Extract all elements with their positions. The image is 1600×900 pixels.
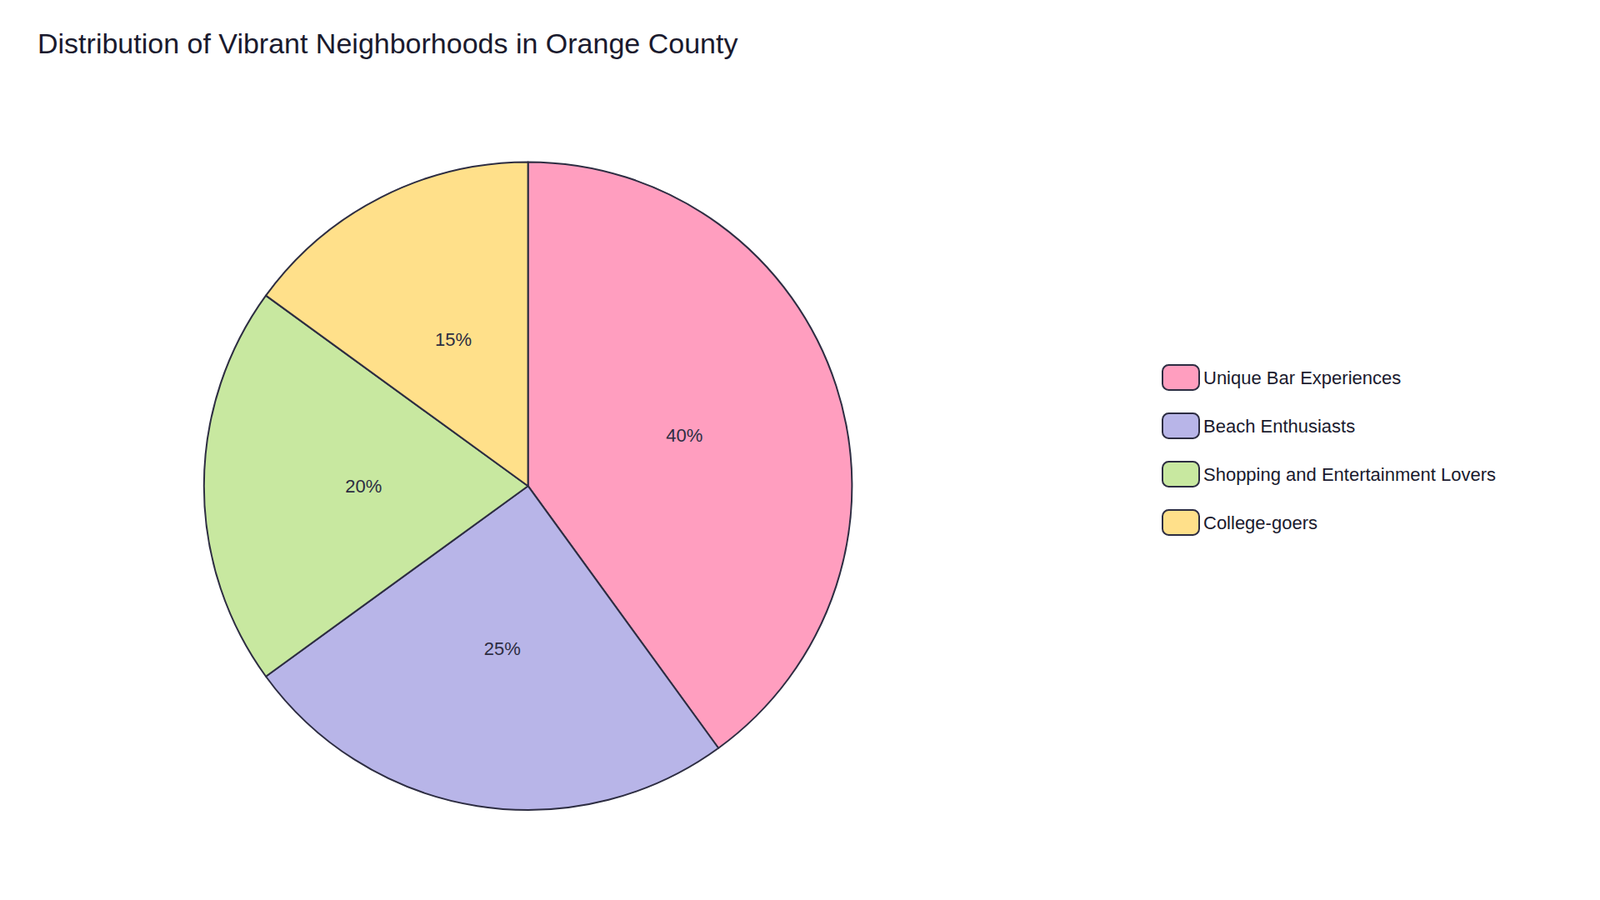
svg-text:Distribution of Vibrant Neighb: Distribution of Vibrant Neighborhoods in…: [37, 27, 738, 60]
svg-text:20%: 20%: [345, 475, 382, 497]
svg-text:25%: 25%: [484, 638, 521, 660]
svg-text:15%: 15%: [435, 329, 472, 350]
svg-text:Unique Bar Experiences: Unique Bar Experiences: [1203, 367, 1401, 389]
svg-text:College-goers: College-goers: [1203, 512, 1318, 534]
svg-text:Beach Enthusiasts: Beach Enthusiasts: [1203, 415, 1355, 437]
svg-text:40%: 40%: [665, 425, 703, 446]
svg-text:Shopping and Entertainment Lov: Shopping and Entertainment Lovers: [1203, 464, 1496, 485]
